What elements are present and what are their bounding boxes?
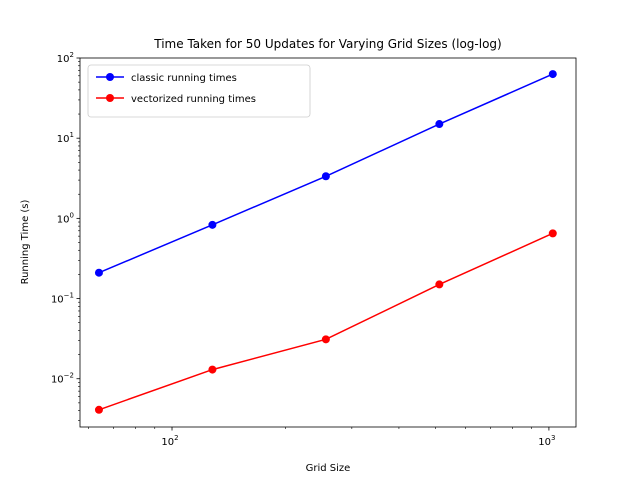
legend: classic running times vectorized running … [87,64,311,118]
y-tick-label: 10−2 [51,372,74,386]
chart-title: Time Taken for 50 Updates for Varying Gr… [153,37,501,51]
x-tick-label: 103 [538,434,555,448]
series-0-point [94,268,103,277]
axes-frame [79,57,577,428]
x-axis-label: Grid Size [306,463,351,474]
x-tick-label: 102 [161,434,178,448]
series-0-point [208,220,217,229]
series-0-point [548,70,557,79]
legend-box [87,64,311,118]
plot-area: 102 103 10−2 10−1 100 101 102 [51,51,577,448]
series-1-point [208,365,217,374]
series-1-point [94,405,103,414]
series-0-point [321,172,330,181]
y-tick-label: 10−1 [51,292,74,306]
y-axis-label: Running Time (s) [20,199,31,284]
legend-marker-1 [106,94,114,102]
y-tick-label: 102 [57,51,74,65]
legend-label-0: classic running times [131,73,237,84]
series-1-point [435,280,444,289]
series-0-point [435,120,444,129]
y-tick-label: 100 [57,211,74,225]
series-1-point [548,229,557,238]
series-1-point [321,335,330,344]
y-tick-label: 101 [57,131,74,145]
legend-label-1: vectorized running times [131,94,256,105]
legend-marker-0 [106,73,114,81]
